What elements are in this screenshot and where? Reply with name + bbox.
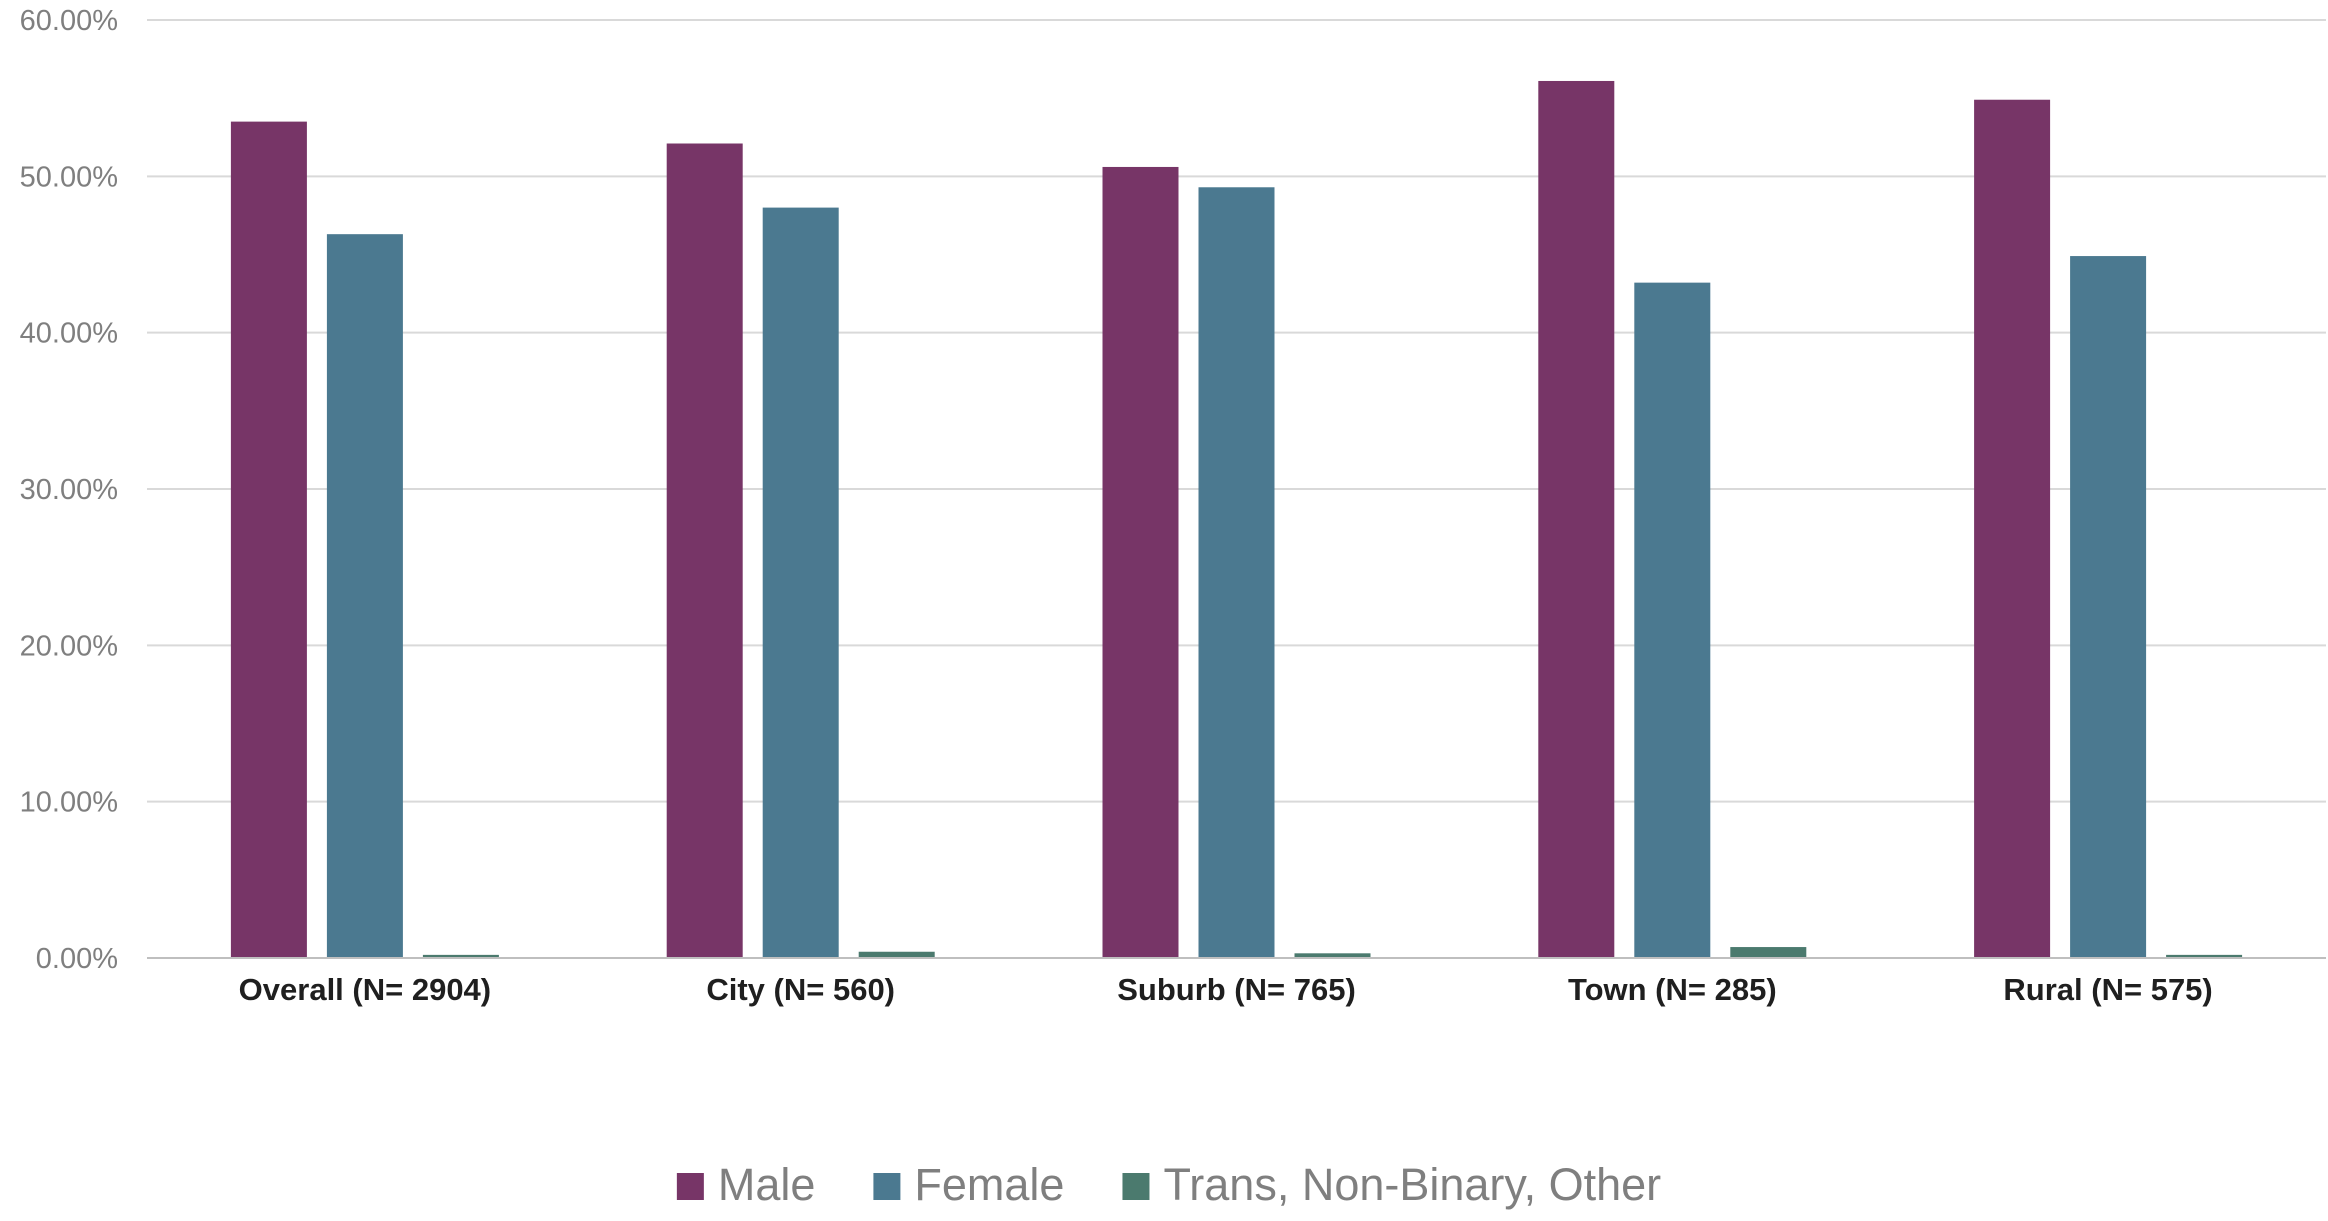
- y-tick-label: 20.00%: [20, 630, 118, 662]
- legend-swatch: [676, 1173, 704, 1200]
- legend-item: Female: [873, 1159, 1064, 1210]
- bar-male-0: [230, 121, 307, 958]
- bar-trans-non-binary-other-3: [1730, 947, 1807, 958]
- legend-item: Male: [676, 1159, 816, 1210]
- bar-female-1: [762, 207, 839, 959]
- x-category-label: Overall (N= 2904): [239, 972, 491, 1007]
- y-tick-label: 30.00%: [20, 474, 118, 506]
- bar-male-2: [1102, 166, 1179, 958]
- legend-label: Female: [914, 1159, 1064, 1210]
- bar-trans-non-binary-other-4: [2166, 954, 2243, 958]
- x-category-label: Rural (N= 575): [2003, 972, 2212, 1007]
- y-tick-label: 50.00%: [20, 161, 118, 193]
- bars: [230, 80, 2243, 959]
- bar-female-4: [2070, 256, 2147, 958]
- bar-female-2: [1198, 187, 1275, 958]
- bar-female-0: [326, 234, 403, 959]
- y-axis-tick-labels: 0.00% 10.00% 20.00% 30.00% 40.00% 50.00% 60.00…: [20, 5, 118, 975]
- y-tick-label: 40.00%: [20, 318, 118, 350]
- x-category-label: Town (N= 285): [1568, 972, 1777, 1007]
- legend-swatch: [1122, 1173, 1150, 1200]
- y-tick-label: 60.00%: [20, 5, 118, 37]
- x-category-label: Suburb (N= 765): [1117, 972, 1356, 1007]
- legend-swatch: [873, 1173, 901, 1200]
- bar-trans-non-binary-other-1: [858, 951, 935, 958]
- bar-female-3: [1634, 282, 1711, 958]
- x-axis-category-labels: Overall (N= 2904) City (N= 560) Suburb (N=…: [239, 972, 2213, 1007]
- y-tick-label: 10.00%: [20, 787, 118, 819]
- bar-trans-non-binary-other-2: [1294, 953, 1371, 958]
- legend-item: Trans, Non-Binary, Other: [1122, 1159, 1661, 1210]
- legend-items: Male Female Trans, Non-Binary, Other: [676, 1159, 1661, 1210]
- legend: Male Female Trans, Non-Binary, Other: [676, 1159, 1661, 1210]
- bar-male-4: [1974, 99, 2051, 959]
- x-category-label: City (N= 560): [706, 972, 895, 1007]
- legend-label: Male: [718, 1159, 816, 1210]
- bar-male-3: [1538, 80, 1615, 959]
- bar-male-1: [666, 143, 743, 959]
- y-tick-label: 0.00%: [36, 943, 118, 975]
- bar-trans-non-binary-other-0: [422, 954, 499, 958]
- legend-label: Trans, Non-Binary, Other: [1163, 1159, 1661, 1210]
